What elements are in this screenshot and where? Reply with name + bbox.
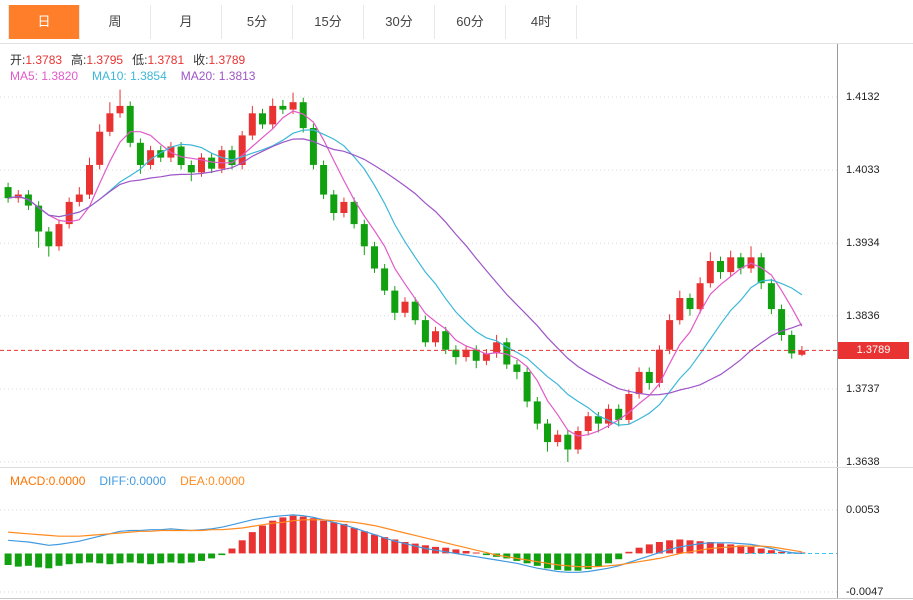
ohlc-open: 开:1.3783: [10, 53, 63, 67]
ohlc-close: 收:1.3789: [193, 53, 246, 67]
price-axis-label: 1.3737: [846, 383, 880, 395]
price-axis-label: 1.4033: [846, 164, 880, 176]
macd-panel[interactable]: [0, 468, 837, 598]
price-axis-label: 1.4132: [846, 91, 880, 103]
tab-monthly[interactable]: 月: [151, 4, 222, 39]
ohlc-low: 低:1.3781: [132, 53, 185, 67]
macd-axis-label: -0.0047: [846, 586, 884, 598]
last-price-tag: 1.3789: [838, 342, 909, 359]
tab-4hour[interactable]: 4时: [506, 4, 577, 39]
tab-15min[interactable]: 15分: [293, 4, 364, 39]
tab-weekly[interactable]: 周: [80, 4, 151, 39]
tab-30min[interactable]: 30分: [364, 4, 435, 39]
dea-value: DEA:0.0000: [180, 474, 245, 488]
panel-divider: [0, 467, 913, 468]
ma20-legend: MA20: 1.3813: [180, 69, 256, 83]
ma-legend: MA5: 1.3820 MA10: 1.3854 MA20: 1.3813: [10, 69, 269, 83]
timeframe-tabbar: 日周月 5分 15分 30分 60分 4时: [0, 0, 913, 44]
tab-60min[interactable]: 60分: [435, 4, 506, 39]
tab-5min[interactable]: 5分: [222, 4, 293, 39]
price-axis-label: 1.3638: [846, 456, 880, 468]
tab-daily[interactable]: 日: [8, 4, 80, 39]
macd-value: MACD:0.0000: [10, 474, 86, 488]
ma5-legend: MA5: 1.3820: [10, 69, 79, 83]
ohlc-legend: 开:1.3783 高:1.3795 低:1.3781 收:1.3789: [10, 51, 254, 68]
macd-axis-label: 0.0053: [846, 504, 880, 516]
ohlc-high: 高:1.3795: [71, 53, 124, 67]
price-axis-label: 1.3836: [846, 310, 880, 322]
ma10-legend: MA10: 1.3854: [92, 69, 167, 83]
macd-legend: MACD:0.0000 DIFF:0.0000 DEA:0.0000: [10, 474, 259, 488]
price-axis: 1.4132 1.4033 1.3934 1.3836 1.3737 1.3638 0.00…: [837, 44, 913, 598]
diff-value: DIFF:0.0000: [99, 474, 167, 488]
candlestick-chart[interactable]: [0, 44, 837, 467]
price-axis-label: 1.3934: [846, 237, 880, 249]
bottom-border: [0, 598, 913, 599]
